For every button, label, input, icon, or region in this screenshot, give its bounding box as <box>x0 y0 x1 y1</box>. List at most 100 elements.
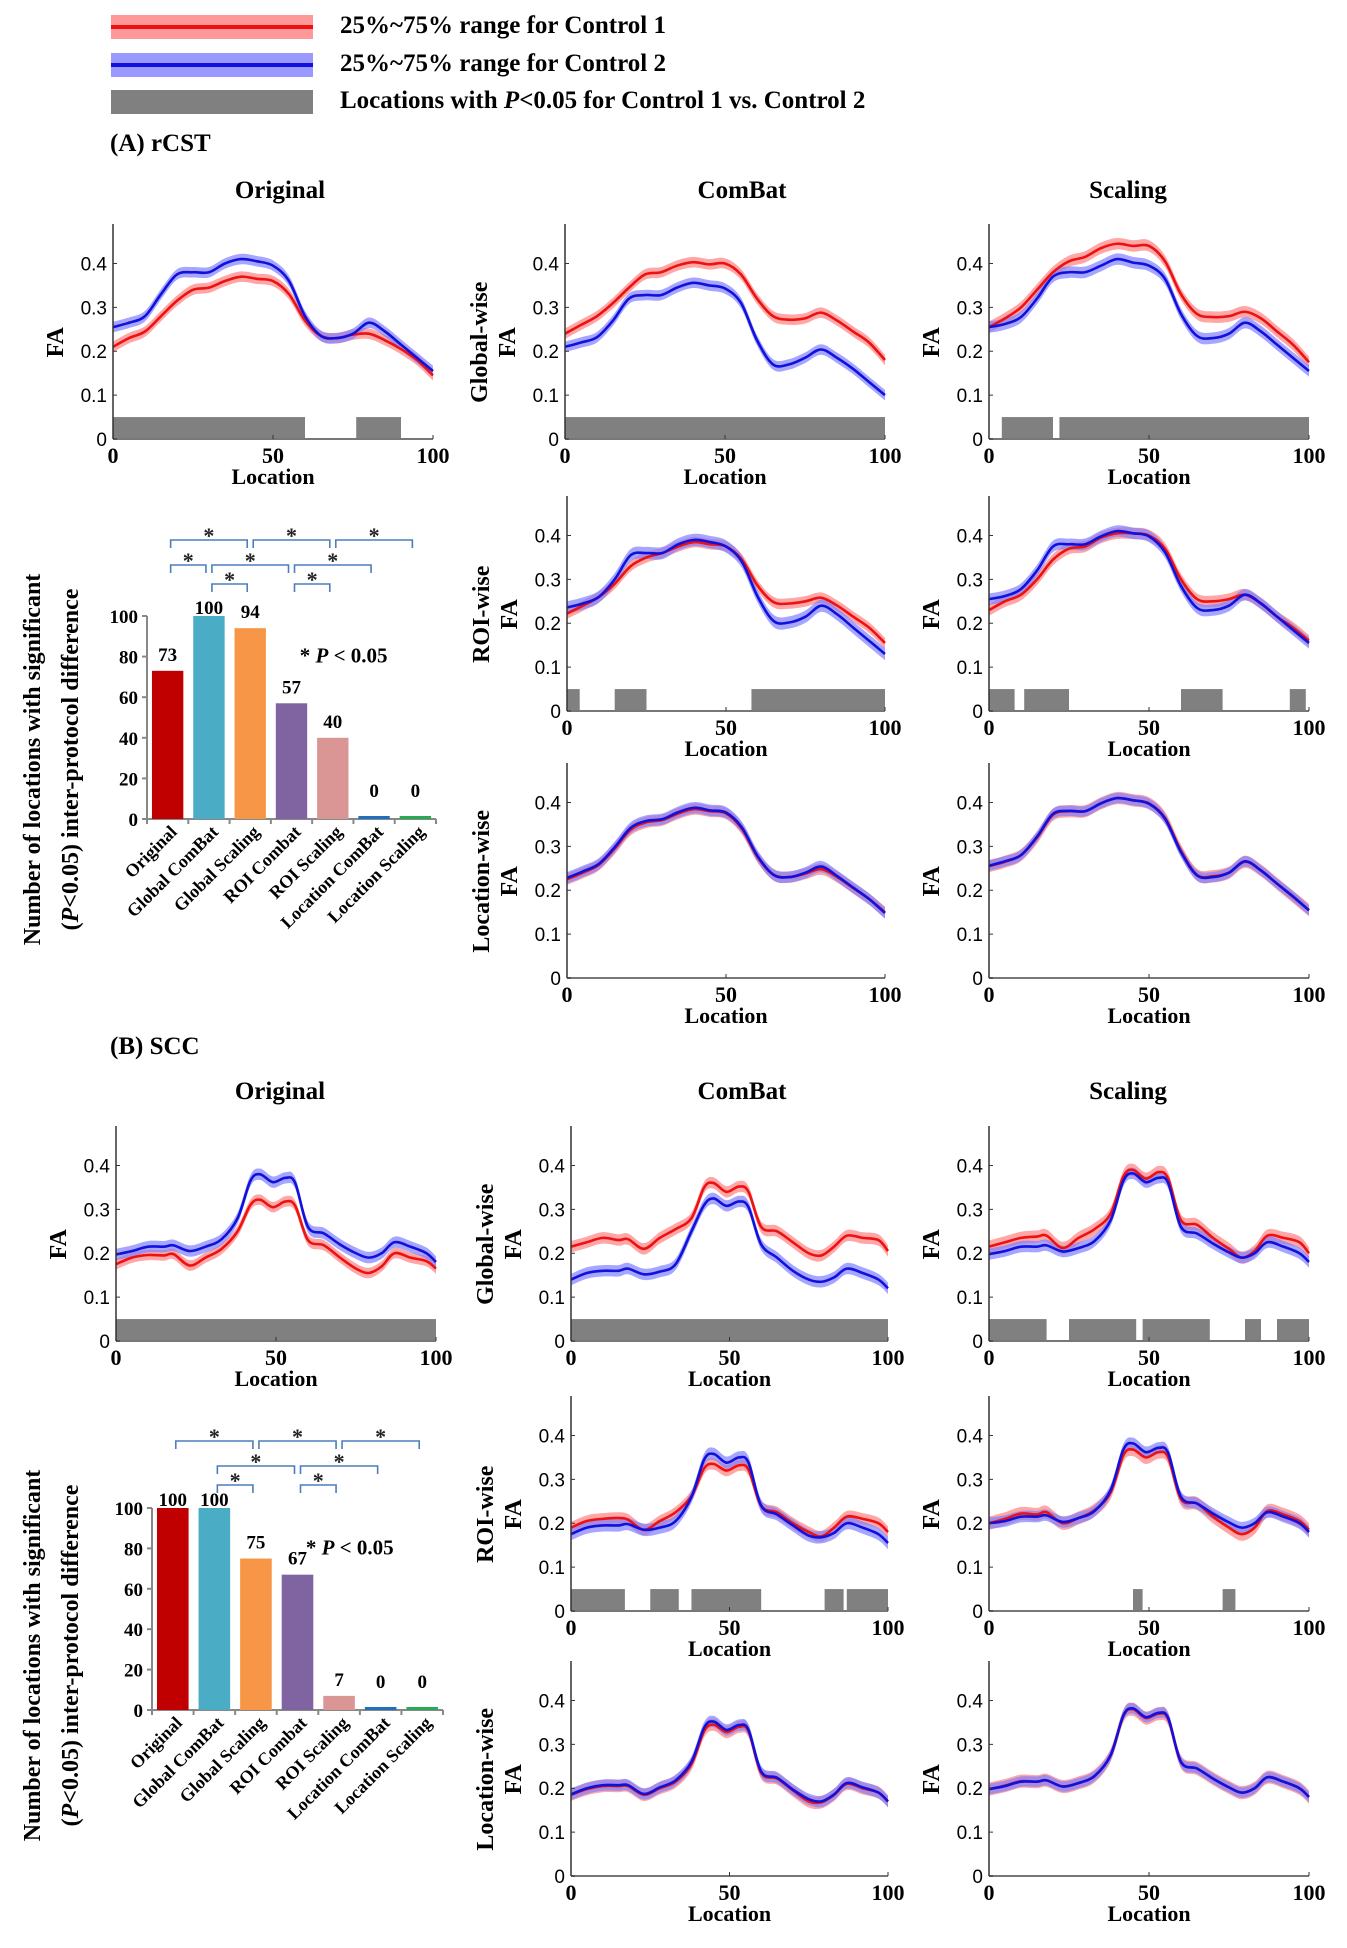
significance-star: * <box>286 523 297 548</box>
bar-value-label: 100 <box>200 1490 229 1511</box>
y-axis-label: FA <box>497 598 523 629</box>
y-tick-label: 0.3 <box>539 1735 565 1756</box>
significance-star: * <box>250 1449 261 1474</box>
x-axis-label: Location <box>688 1636 771 1661</box>
significance-bar <box>1222 1589 1236 1611</box>
significance-star: * <box>375 1424 386 1449</box>
y-tick-label: 0.4 <box>535 526 562 547</box>
x-tick-label: 0 <box>562 715 573 740</box>
x-axis-label: Location <box>231 464 314 489</box>
median-line-control2 <box>115 1172 437 1263</box>
y-axis-label-method: Global-wise <box>467 281 493 403</box>
y-tick-label: 0.3 <box>957 837 983 858</box>
panel-B-global-combat: 0 0.1 0.2 0.3 0.4 0 50 100 Location Global-wise FA <box>473 1126 905 1391</box>
x-tick-label: 50 <box>265 1345 287 1370</box>
col-title-a-combat: ComBat <box>697 177 787 204</box>
x-tick-label: 0 <box>111 1345 122 1370</box>
x-axis-label: Location <box>1107 736 1190 761</box>
y-tick-label: 0.4 <box>81 254 108 275</box>
iqr-band-control2 <box>567 802 885 919</box>
significance-bracket <box>252 539 331 548</box>
y-axis-label: FA <box>919 1498 945 1529</box>
bar-value-label: 100 <box>195 598 224 619</box>
significance-bar <box>1059 417 1309 439</box>
significance-bracket <box>169 539 249 548</box>
y-axis-label-method: ROI-wise <box>473 1465 499 1563</box>
significance-star: * <box>313 1468 324 1493</box>
bar-value-label: 57 <box>282 677 302 698</box>
bar-original <box>151 670 184 819</box>
bar-value-label: 7 <box>334 1670 344 1691</box>
y-axis-label-line1: Number of locations with significant <box>20 574 46 946</box>
y-tick-label: 40 <box>119 729 138 750</box>
significance-star: * <box>209 1424 220 1449</box>
bar-value-label: 67 <box>288 1549 308 1570</box>
y-axis-label-method: ROI-wise <box>469 565 495 663</box>
x-tick-label: 0 <box>984 715 995 740</box>
median-line-control2 <box>570 1197 889 1290</box>
y-tick-label: 0 <box>972 1602 983 1623</box>
y-tick-label: 0.2 <box>957 1244 983 1265</box>
significance-bar <box>989 689 1015 711</box>
y-tick-label: 0.2 <box>81 342 107 363</box>
median-line-control1 <box>112 275 434 377</box>
bar-value-label: 100 <box>159 1490 188 1511</box>
x-axis-label: Location <box>234 1366 317 1391</box>
iqr-band-control1 <box>567 536 885 649</box>
iqr-band-control2 <box>571 1192 888 1295</box>
y-tick-label: 0.2 <box>957 342 983 363</box>
y-tick-label: 0.4 <box>957 793 984 814</box>
y-tick-label: 0.3 <box>957 570 983 591</box>
panel-A-location-combat: 0 0.1 0.2 0.3 0.4 0 50 100 Location Location-wise… <box>469 763 902 1028</box>
iqr-band-control1 <box>567 803 885 918</box>
median-line-control2 <box>564 281 886 397</box>
y-tick-label: 0 <box>548 430 559 451</box>
iqr-band-control2 <box>571 1447 888 1550</box>
median-line-control1 <box>988 796 1310 911</box>
x-tick-label: 0 <box>984 1615 995 1640</box>
significance-bracket <box>293 564 372 573</box>
median-line-control1 <box>566 807 886 914</box>
y-tick-label: 0.2 <box>84 1244 110 1265</box>
legend-label-control2: 25%~75% range for Control 2 <box>340 50 666 77</box>
x-tick-label: 100 <box>1293 1615 1326 1640</box>
panel-A-original: 0 0.1 0.2 0.3 0.4 0 50 100 Location FA <box>43 224 450 489</box>
median-line-control2 <box>112 257 434 372</box>
significance-star: * <box>203 523 214 548</box>
significance-bar <box>116 1319 436 1341</box>
col-title-a-original: Original <box>234 177 326 204</box>
panel-B-roi-scaling: 0 0.1 0.2 0.3 0.4 0 50 100 Location FA <box>919 1396 1326 1661</box>
significance-bar <box>846 1589 888 1611</box>
bar-global-scaling <box>240 1558 272 1710</box>
significance-bar <box>1277 1319 1309 1341</box>
y-axis-label-method: Location-wise <box>469 810 495 953</box>
iqr-band-control1 <box>989 1702 1309 1804</box>
bar-roi-combat <box>275 703 308 819</box>
y-tick-label: 0.2 <box>539 1244 565 1265</box>
y-tick-label: 0.2 <box>957 1514 983 1535</box>
y-tick-label: 0.3 <box>533 298 559 319</box>
y-tick-label: 0 <box>99 1332 110 1353</box>
median-line-control1 <box>570 1181 890 1258</box>
significance-star: * <box>224 567 235 592</box>
significance-bracket <box>211 564 290 573</box>
y-tick-label: 0.4 <box>84 1156 111 1177</box>
panel-B-global-scaling: 0 0.1 0.2 0.3 0.4 0 50 100 Location FA <box>919 1126 1326 1391</box>
median-line-control2 <box>566 806 886 915</box>
x-tick-label: 0 <box>562 982 573 1007</box>
y-tick-label: 0.3 <box>81 298 107 319</box>
significance-bracket <box>216 1465 296 1474</box>
y-tick-label: 0.1 <box>535 925 561 946</box>
x-tick-label: 50 <box>1138 715 1160 740</box>
y-axis-label: FA <box>919 1228 945 1259</box>
significance-bar <box>571 1589 625 1611</box>
y-tick-label: 0 <box>554 1867 565 1888</box>
significance-bracket <box>216 1484 254 1493</box>
bar-value-label: 73 <box>158 645 177 666</box>
x-tick-label: 100 <box>872 1345 905 1370</box>
y-axis-label: FA <box>495 326 521 357</box>
median-line-control1 <box>988 531 1310 642</box>
median-line-control1 <box>115 1198 437 1275</box>
median-line-control2 <box>988 529 1310 644</box>
y-axis-label: FA <box>43 326 69 357</box>
